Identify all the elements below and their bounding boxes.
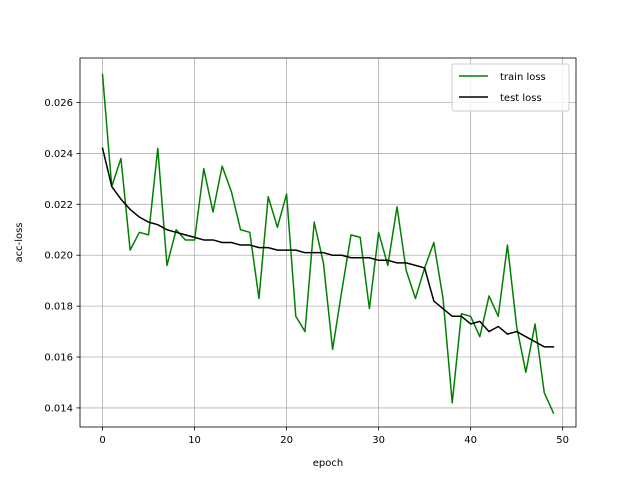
y-axis-label: acc-loss bbox=[14, 222, 25, 262]
legend: train loss test loss bbox=[451, 63, 570, 112]
y-tick-label: 0.018 bbox=[44, 302, 73, 313]
y-tick-label: 0.020 bbox=[44, 251, 73, 262]
x-tick-label: 50 bbox=[556, 435, 569, 446]
series-line-train-loss bbox=[101, 73, 555, 414]
grid bbox=[80, 58, 576, 427]
y-tick-label: 0.022 bbox=[44, 200, 73, 211]
y-tick-label: 0.026 bbox=[44, 98, 73, 109]
x-tick-label: 30 bbox=[372, 435, 385, 446]
x-tick-label: 40 bbox=[464, 435, 477, 446]
x-tick-label: 0 bbox=[99, 435, 105, 446]
plot-area-frame bbox=[79, 57, 577, 428]
series-line-test-loss bbox=[101, 147, 555, 348]
legend-label-train-loss: train loss bbox=[500, 72, 546, 83]
series-layer bbox=[101, 73, 555, 414]
x-tick-label: 20 bbox=[280, 435, 293, 446]
y-tick-label: 0.024 bbox=[44, 149, 73, 160]
x-axis-label: epoch bbox=[313, 458, 343, 469]
ticks: 0 10 20 30 40 50 0.014 0.016 0.018 0.020 0.022 0.02… bbox=[44, 98, 569, 446]
y-tick-label: 0.016 bbox=[44, 353, 73, 364]
x-tick-label: 10 bbox=[188, 435, 201, 446]
y-tick-label: 0.014 bbox=[44, 403, 73, 414]
legend-label-test-loss: test loss bbox=[500, 93, 542, 104]
